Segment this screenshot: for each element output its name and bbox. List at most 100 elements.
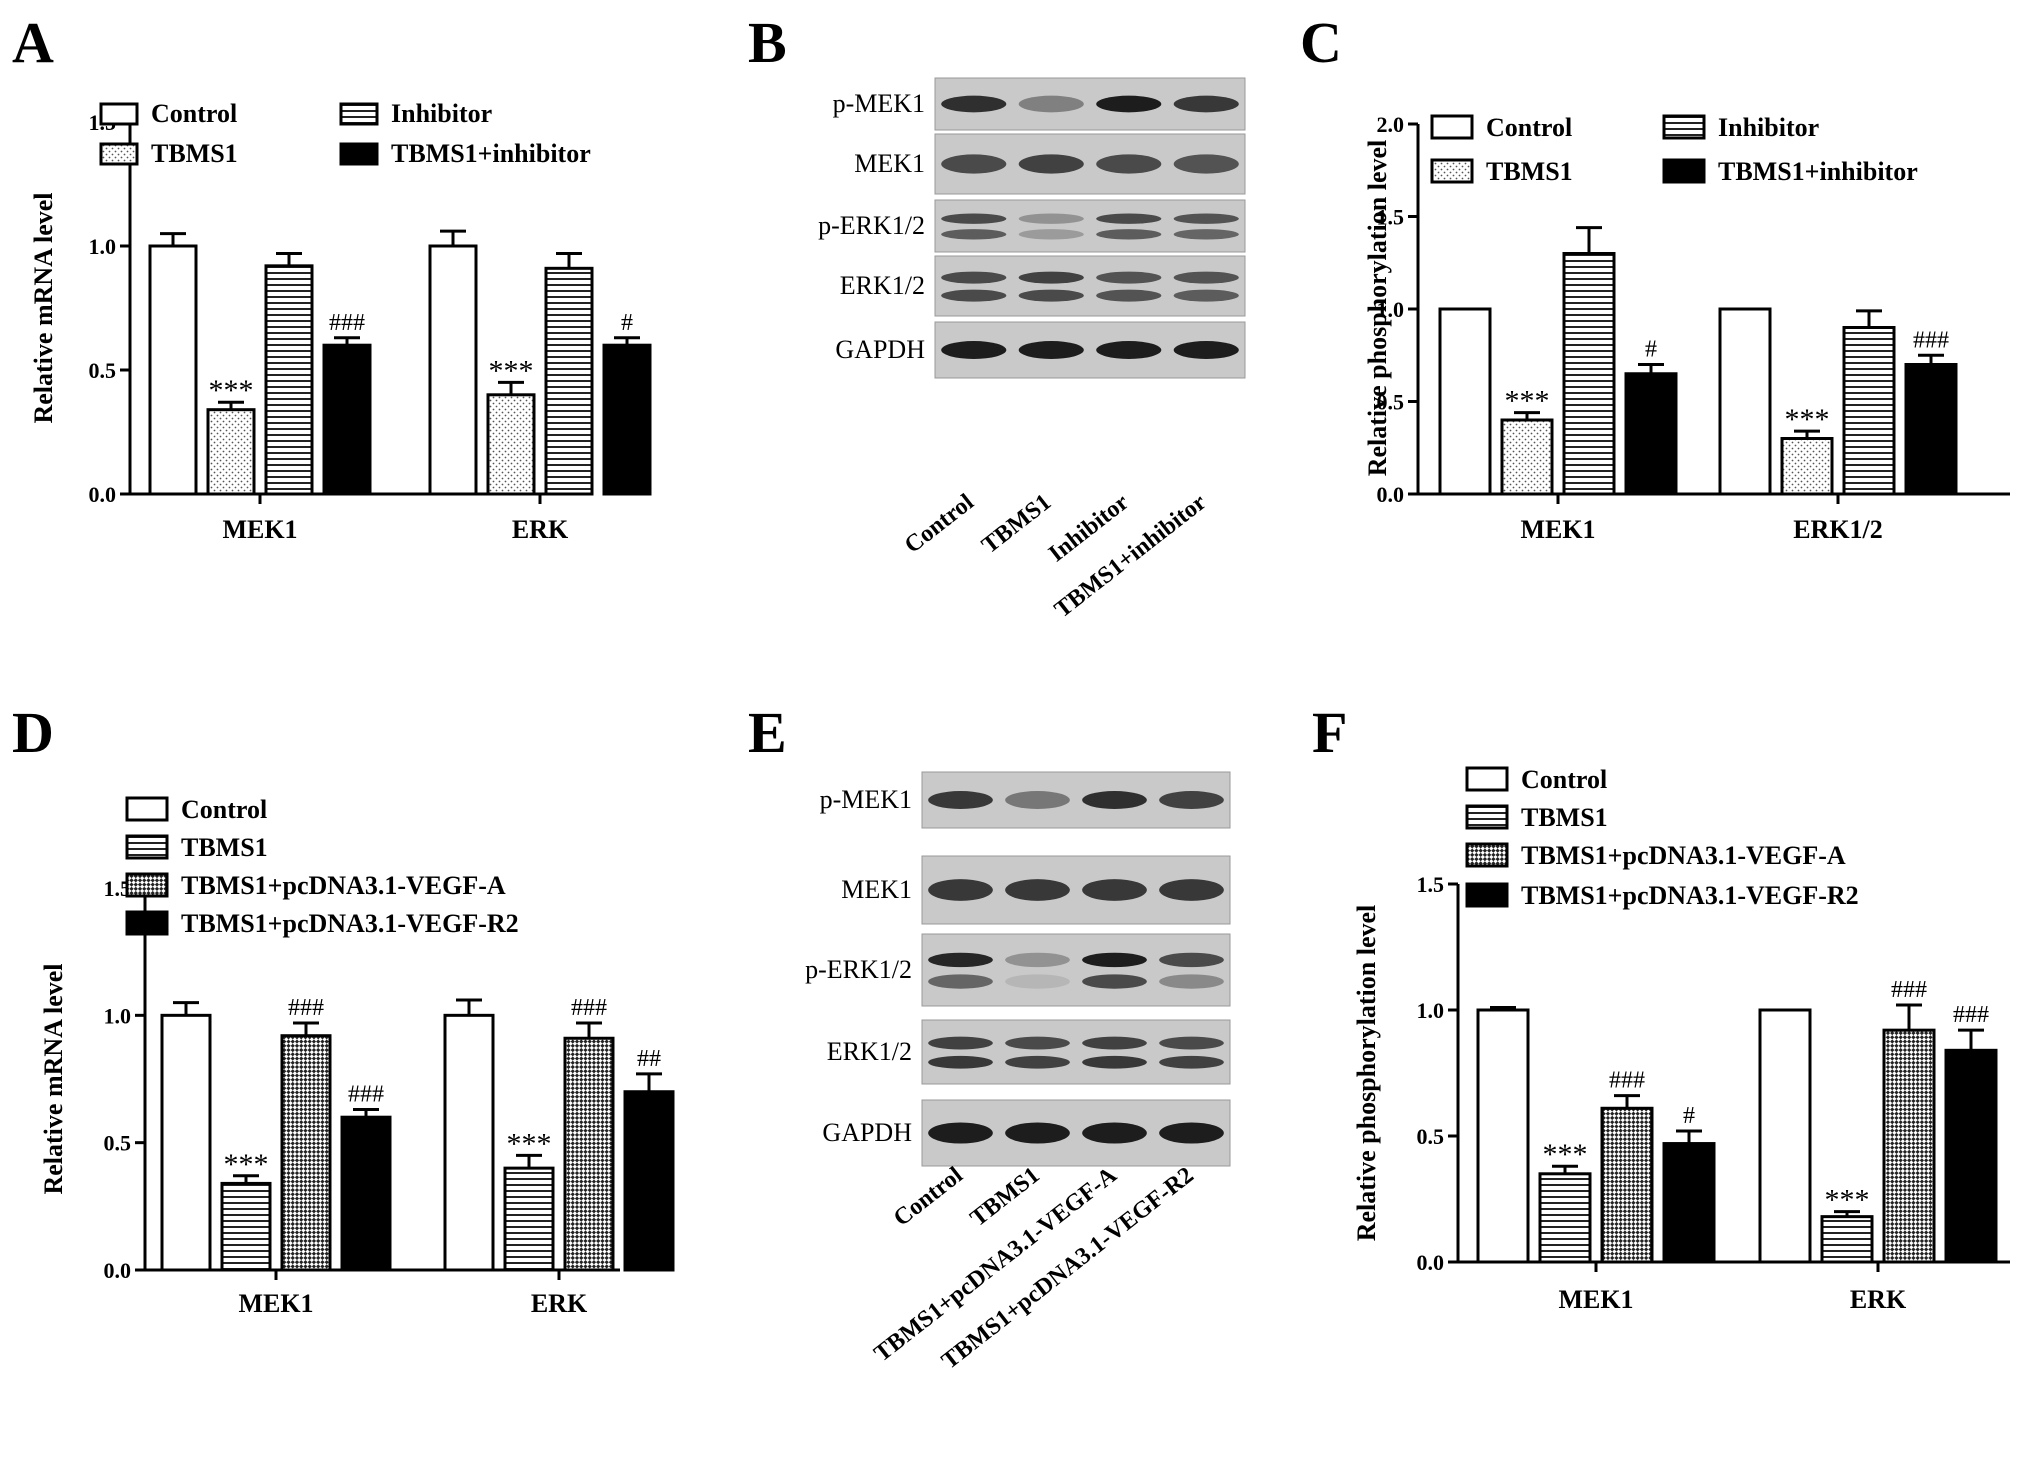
legend-swatch: [1430, 114, 1474, 140]
legend-label: Control: [1486, 113, 1572, 142]
blot-band: [1159, 974, 1224, 989]
y-tick-label: 2.0: [1377, 112, 1405, 137]
bar: [1718, 307, 1772, 496]
legend-swatch: [125, 910, 169, 936]
significance-marker: ###: [348, 1082, 384, 1108]
legend-label: TBMS1: [1486, 157, 1573, 186]
significance-marker: ##: [637, 1046, 661, 1072]
significance-marker: ***: [489, 354, 534, 387]
bar: [220, 1181, 272, 1272]
blot-band: [1005, 1055, 1070, 1069]
panel-letter-f: F: [1312, 700, 1347, 765]
category-label: MEK1: [1520, 515, 1595, 544]
bar: [206, 408, 256, 496]
blot-row-label: p-MEK1: [820, 785, 912, 814]
bar: [1882, 1028, 1936, 1264]
blot-band: [1096, 154, 1162, 174]
y-tick-label: 1.5: [1377, 205, 1405, 230]
blot-band: [1018, 341, 1084, 359]
blot-band: [941, 95, 1007, 113]
bar: [148, 244, 198, 496]
y-tick-label: 1.0: [89, 234, 117, 259]
significance-marker: ###: [1891, 977, 1927, 1003]
blot-band: [1082, 879, 1147, 901]
bar: [1904, 363, 1958, 496]
blot-band: [1159, 1122, 1224, 1144]
blot-band: [1096, 95, 1162, 113]
significance-marker: #: [621, 310, 633, 336]
blot-band: [1018, 229, 1084, 240]
y-tick-label: 1.0: [1417, 998, 1445, 1023]
bar: [160, 1013, 212, 1272]
category-label: MEK1: [238, 1289, 313, 1318]
bar: [1476, 1008, 1530, 1264]
blot-band: [928, 1055, 993, 1069]
blot-band: [1096, 341, 1162, 359]
blot-band: [1096, 229, 1162, 240]
legend-swatch: [1465, 842, 1509, 868]
blot-band: [1018, 289, 1084, 302]
significance-marker: ***: [1543, 1138, 1588, 1171]
y-tick-label: 1.5: [1417, 872, 1445, 897]
y-axis-label: Relative phosphorylation level: [1352, 905, 1381, 1242]
y-tick-label: 0.0: [104, 1258, 132, 1283]
y-tick-label: 0.0: [1377, 482, 1405, 507]
blot-band: [1159, 1055, 1224, 1069]
blot-band: [1082, 974, 1147, 989]
blot-band: [1018, 154, 1084, 174]
bar: [443, 1013, 495, 1272]
bar: [1780, 437, 1834, 496]
legend-swatch: [339, 102, 379, 126]
blot-strip: [921, 1019, 1231, 1085]
category-label: MEK1: [1558, 1285, 1633, 1314]
category-label: ERK1/2: [1793, 515, 1883, 544]
blot-band: [1096, 213, 1162, 224]
bar: [1624, 372, 1678, 496]
bar: [623, 1090, 675, 1272]
blot-band: [1005, 791, 1070, 809]
blot-band: [928, 879, 993, 901]
legend-label: TBMS1+pcDNA3.1-VEGF-A: [181, 871, 506, 900]
legend-swatch: [99, 102, 139, 126]
blot-row-label: MEK1: [854, 149, 925, 178]
blot-row-label: p-MEK1: [833, 89, 925, 118]
bar: [563, 1036, 615, 1272]
legend-swatch: [339, 142, 379, 166]
y-axis-label: Relative mRNA level: [29, 192, 58, 423]
bar: [1662, 1142, 1716, 1264]
blot-band: [1018, 271, 1084, 284]
bar: [280, 1034, 332, 1272]
legend-label: Inhibitor: [1718, 113, 1819, 142]
bar: [544, 266, 594, 496]
blot-band: [1082, 1036, 1147, 1050]
y-axis-label: Relative phosphorylation level: [1363, 140, 1392, 477]
panel-letter-a: A: [12, 10, 54, 75]
y-tick-label: 0.0: [89, 482, 117, 507]
legend-label: TBMS1+inhibitor: [1718, 157, 1918, 186]
significance-marker: #: [1683, 1103, 1695, 1129]
blot-band: [1082, 791, 1147, 809]
y-tick-label: 1.0: [104, 1003, 132, 1028]
panel-letter-d: D: [12, 700, 54, 765]
significance-marker: ***: [1505, 385, 1550, 418]
blot-band: [928, 1036, 993, 1050]
blot-row-label: MEK1: [841, 875, 912, 904]
blot-band: [1159, 952, 1224, 968]
blot-band: [1159, 791, 1224, 809]
bar: [340, 1115, 392, 1272]
legend-swatch: [99, 142, 139, 166]
y-tick-label: 1.0: [1377, 297, 1405, 322]
significance-marker: ***: [1825, 1184, 1870, 1217]
significance-marker: ***: [1785, 403, 1830, 436]
bar: [602, 343, 652, 496]
blot-band: [928, 952, 993, 968]
blot-row-label: ERK1/2: [840, 271, 925, 300]
y-tick-label: 0.5: [104, 1131, 132, 1156]
western-blot-panel-e: p-MEK1MEK1p-ERK1/2ERK1/2GAPDHControlTBMS…: [805, 771, 1231, 1375]
blot-band: [1005, 1036, 1070, 1050]
blot-strip: [934, 255, 1246, 317]
chart-panel-c: 0.0 0.5 1.0 1.5 2.0 Relative phosphorylation …: [1363, 112, 2010, 544]
blot-strip: [921, 933, 1231, 1007]
bar: [1820, 1215, 1874, 1264]
